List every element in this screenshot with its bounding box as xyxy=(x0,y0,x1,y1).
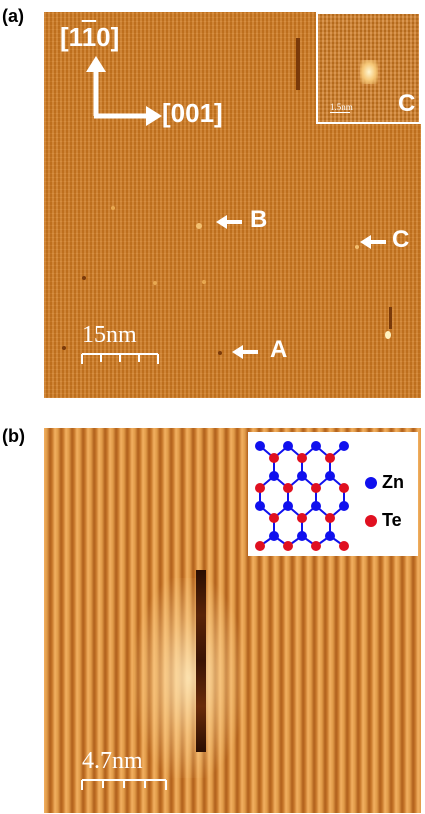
defect-spot-a xyxy=(218,351,222,355)
direction-up-part-1: [1 xyxy=(60,22,82,52)
dark-line-defect-top xyxy=(296,38,300,90)
legend-zn-label: Zn xyxy=(382,472,404,492)
spot-2 xyxy=(202,280,206,284)
stm-image-a: 1.5nm C [110] [001] B C A 15nm xyxy=(44,12,421,398)
spot-4 xyxy=(62,346,66,350)
lattice-legend: Zn Te xyxy=(248,432,418,556)
zn-marker-icon xyxy=(365,477,377,489)
surface-features xyxy=(62,38,392,355)
scale-label-a: 15nm xyxy=(82,322,137,348)
inset-scale-label: 1.5nm xyxy=(330,102,353,112)
defect-spot-b xyxy=(196,223,202,229)
direction-up-part-3: 0] xyxy=(96,22,120,52)
zn-te-lattice-diagram xyxy=(255,441,349,551)
defect-label-b: B xyxy=(250,206,268,233)
defect-label-a: A xyxy=(270,336,288,363)
scale-label-b: 4.7nm xyxy=(82,748,143,774)
bright-spot-right xyxy=(385,331,391,339)
stm-image-b: Zn Te 4.7nm xyxy=(44,428,421,813)
direction-up-label: [110] xyxy=(60,22,119,53)
direction-up-part-2: 1 xyxy=(81,22,97,52)
spot-5 xyxy=(82,276,86,280)
inset-defect-c: 1.5nm C xyxy=(316,12,421,124)
direction-arrows-icon xyxy=(86,56,162,126)
spot-1 xyxy=(153,281,157,285)
scale-bar-b xyxy=(81,779,167,790)
te-marker-icon xyxy=(365,515,377,527)
panel-a-label: (a) xyxy=(2,6,24,26)
defect-spot-c xyxy=(355,245,359,249)
spot-3 xyxy=(111,206,115,210)
panel-b-label: (b) xyxy=(2,426,25,446)
inset-label: C xyxy=(398,90,416,117)
dark-line-defect-right xyxy=(389,307,392,329)
inset-scale-bar xyxy=(330,112,350,113)
inset-bright-feature xyxy=(360,60,378,84)
arrow-c-icon xyxy=(360,235,386,249)
defect-label-c: C xyxy=(392,226,410,253)
scale-bar-a xyxy=(81,353,159,364)
direction-right-label: [001] xyxy=(162,98,223,128)
arrow-a-icon xyxy=(232,345,258,359)
line-defect xyxy=(196,570,206,752)
legend-te-label: Te xyxy=(382,510,402,530)
arrow-b-icon xyxy=(216,215,242,229)
defect-glow xyxy=(134,578,244,778)
